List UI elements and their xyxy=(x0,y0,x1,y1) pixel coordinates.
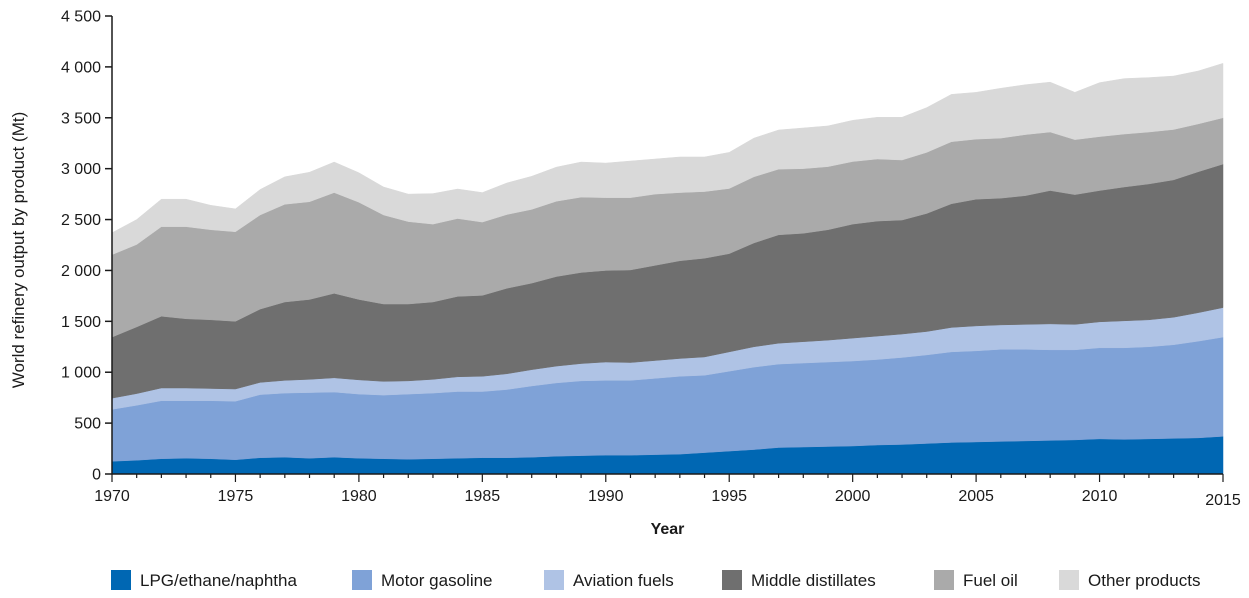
legend-label: Middle distillates xyxy=(751,571,876,590)
legend-item-motor-gasoline: Motor gasoline xyxy=(352,570,493,590)
x-tick-label: 2005 xyxy=(958,488,994,505)
x-tick-label: 1985 xyxy=(465,488,501,505)
legend: LPG/ethane/naphtha Motor gasoline Aviation… xyxy=(111,570,1200,590)
x-axis-title: Year xyxy=(651,521,685,538)
x-axis-ticks: 1970 1975 1980 1985 1990 1995 2000 2005 2010 2015 xyxy=(94,474,1241,509)
x-tick-label: 2015 xyxy=(1205,492,1241,509)
legend-item-other-products: Other products xyxy=(1059,570,1200,590)
y-tick-label: 3 000 xyxy=(61,161,101,178)
legend-item-aviation-fuels: Aviation fuels xyxy=(544,570,674,590)
legend-swatch xyxy=(1059,570,1079,590)
x-tick-label: 2000 xyxy=(835,488,871,505)
y-tick-label: 0 xyxy=(92,467,101,484)
y-axis-title: World refinery output by product (Mt) xyxy=(9,112,28,389)
area-layers xyxy=(111,62,1224,475)
legend-label: LPG/ethane/naphtha xyxy=(140,571,297,590)
legend-item-fuel-oil: Fuel oil xyxy=(934,570,1018,590)
legend-swatch xyxy=(544,570,564,590)
legend-swatch xyxy=(722,570,742,590)
area-other-products xyxy=(111,62,1224,256)
legend-item-middle-distillates: Middle distillates xyxy=(722,570,876,590)
y-tick-label: 1 000 xyxy=(61,365,101,382)
legend-label: Fuel oil xyxy=(963,571,1018,590)
x-tick-label: 1970 xyxy=(94,488,130,505)
axes: 0 500 1 000 1 500 2 000 2 500 3 000 3 500 4 000 4… xyxy=(61,9,1241,510)
y-tick-label: 500 xyxy=(74,416,101,433)
y-tick-label: 3 500 xyxy=(61,110,101,127)
x-tick-label: 2010 xyxy=(1082,488,1118,505)
legend-swatch xyxy=(934,570,954,590)
y-tick-label: 4 500 xyxy=(61,9,101,26)
legend-item-lpg-ethane-naphtha: LPG/ethane/naphtha xyxy=(111,570,297,590)
y-tick-label: 2 500 xyxy=(61,212,101,229)
y-tick-label: 1 500 xyxy=(61,314,101,331)
y-tick-label: 2 000 xyxy=(61,263,101,280)
legend-label: Motor gasoline xyxy=(381,571,493,590)
x-tick-label: 1995 xyxy=(711,488,747,505)
x-tick-label: 1975 xyxy=(218,488,254,505)
legend-label: Other products xyxy=(1088,571,1200,590)
x-tick-label: 1980 xyxy=(341,488,377,505)
y-axis-ticks: 0 500 1 000 1 500 2 000 2 500 3 000 3 500 4 000 4… xyxy=(61,9,112,484)
legend-swatch xyxy=(352,570,372,590)
legend-swatch xyxy=(111,570,131,590)
legend-label: Aviation fuels xyxy=(573,571,674,590)
y-tick-label: 4 000 xyxy=(61,59,101,76)
x-tick-label: 1990 xyxy=(588,488,624,505)
